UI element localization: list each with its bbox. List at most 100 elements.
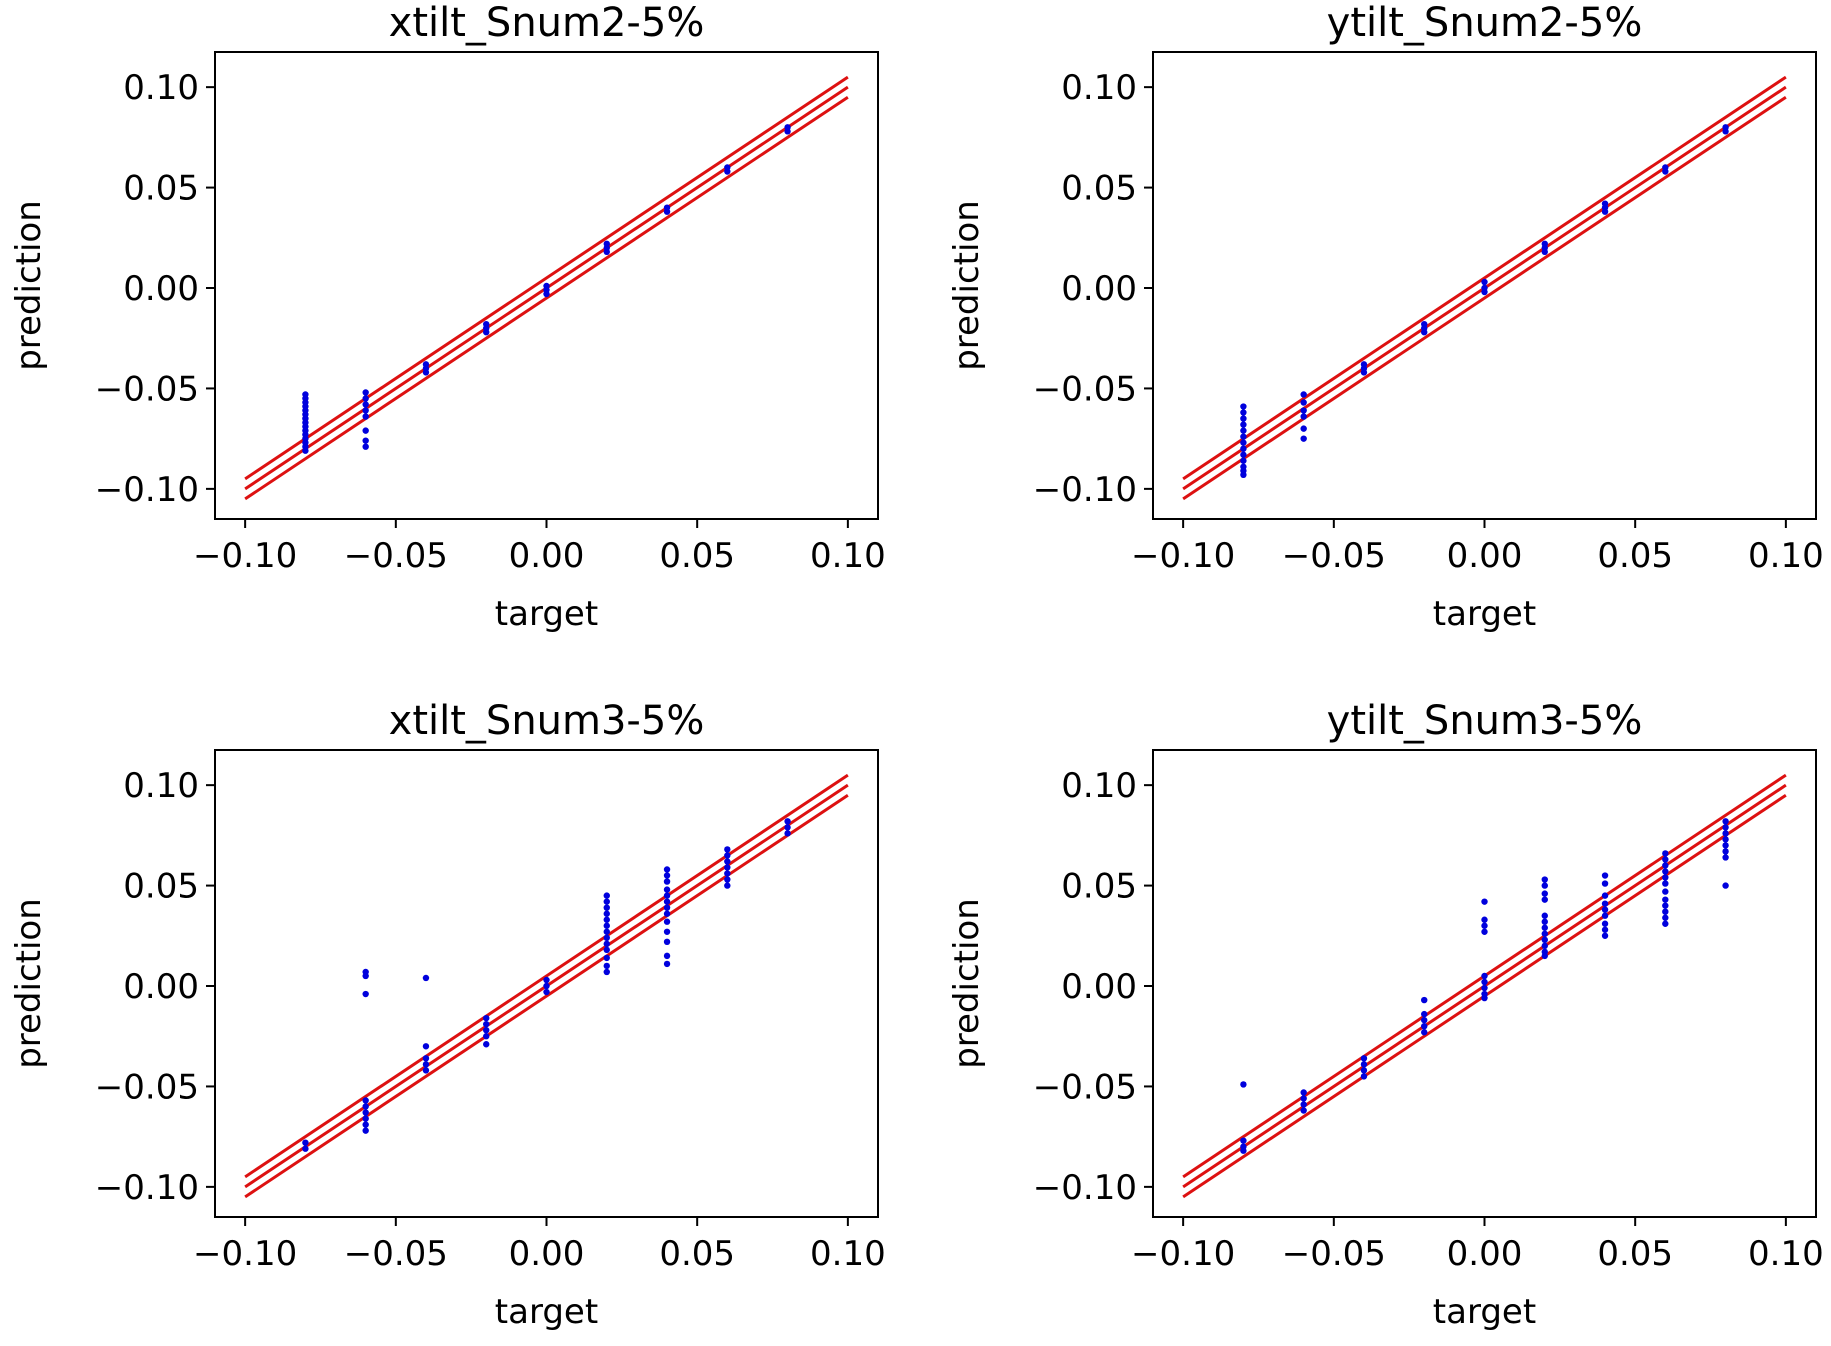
- data-point: [1662, 914, 1669, 921]
- x-tick-label: −0.05: [1282, 1234, 1386, 1274]
- data-point: [663, 892, 671, 899]
- data-point: [663, 928, 671, 935]
- data-point: [1240, 403, 1247, 410]
- data-point: [663, 910, 671, 917]
- data-point: [362, 407, 369, 414]
- data-point: [1240, 1081, 1247, 1088]
- data-point: [1722, 848, 1729, 855]
- data-point: [1300, 413, 1307, 420]
- y-tick-label: 0.00: [123, 269, 199, 309]
- scatter-points: [302, 818, 791, 1152]
- data-point: [1722, 854, 1729, 861]
- data-point: [1360, 369, 1368, 376]
- data-point: [1601, 900, 1609, 907]
- data-point: [1722, 842, 1729, 849]
- data-point: [603, 968, 610, 976]
- data-point: [1300, 1095, 1307, 1102]
- data-point: [362, 395, 369, 402]
- data-point: [1662, 888, 1669, 895]
- data-point: [663, 904, 671, 911]
- data-point: [422, 974, 430, 982]
- x-axis-label: target: [1433, 1292, 1536, 1332]
- data-point: [1421, 996, 1428, 1004]
- data-point: [1601, 912, 1609, 919]
- data-point: [1722, 882, 1729, 889]
- data-point: [1722, 836, 1729, 843]
- data-point: [1722, 818, 1729, 825]
- x-tick-label: 0.05: [659, 1234, 735, 1274]
- data-point: [1300, 1101, 1307, 1108]
- data-point: [1240, 427, 1247, 434]
- x-tick-label: 0.10: [810, 1234, 886, 1274]
- data-point: [362, 437, 369, 444]
- x-tick-label: −0.05: [1282, 536, 1386, 576]
- data-point: [1481, 916, 1488, 923]
- data-point: [1601, 920, 1609, 927]
- data-point: [603, 904, 610, 911]
- data-point: [362, 443, 369, 450]
- data-point: [362, 1109, 369, 1116]
- data-point: [1662, 880, 1669, 887]
- data-point: [784, 124, 791, 131]
- x-tick-label: 0.00: [1447, 1234, 1523, 1274]
- data-point: [1240, 471, 1247, 479]
- scatter-points: [302, 124, 791, 454]
- y-tick-label: 0.05: [1061, 169, 1137, 209]
- data-point: [663, 898, 671, 905]
- data-point: [362, 990, 369, 998]
- data-point: [1601, 872, 1609, 879]
- data-point: [1300, 435, 1307, 442]
- data-point: [362, 401, 369, 408]
- data-point: [603, 962, 610, 970]
- data-point: [663, 872, 671, 879]
- data-point: [543, 290, 550, 298]
- data-point: [422, 1043, 430, 1050]
- data-point: [1300, 399, 1307, 406]
- data-point: [1300, 1107, 1307, 1114]
- data-point: [1240, 415, 1247, 422]
- data-point: [603, 892, 610, 899]
- data-point: [483, 1027, 490, 1034]
- x-tick-label: 0.10: [1748, 536, 1824, 576]
- scatter-points: [1240, 818, 1729, 1154]
- y-tick-label: 0.10: [123, 766, 199, 806]
- y-tick-label: 0.00: [123, 967, 199, 1007]
- data-point: [603, 934, 610, 942]
- data-point: [1360, 1055, 1368, 1062]
- y-tick-label: 0.10: [123, 68, 199, 108]
- data-point: [663, 204, 671, 211]
- data-point: [362, 413, 369, 420]
- subplot-1: −0.10 −0.05 0.00 0.05 0.10 −0.10 −0.05 0.00 0.05…: [9, 0, 886, 634]
- data-point: [603, 916, 610, 923]
- data-point: [663, 918, 671, 925]
- data-point: [663, 960, 671, 968]
- data-point: [603, 954, 610, 962]
- data-point: [1360, 1073, 1368, 1080]
- data-point: [1541, 882, 1548, 889]
- reference-line-lower: [244, 793, 849, 1199]
- y-tick-label: −0.10: [1033, 1168, 1137, 1208]
- data-point: [1240, 457, 1247, 464]
- reference-line-lower: [1182, 95, 1787, 501]
- y-tick-label: 0.10: [1061, 68, 1137, 108]
- data-point: [1541, 952, 1548, 960]
- data-point: [1481, 928, 1488, 935]
- data-point: [483, 1020, 490, 1028]
- y-axis-label: prediction: [9, 200, 49, 371]
- x-tick-label: 0.10: [810, 536, 886, 576]
- data-point: [1240, 1147, 1247, 1154]
- data-point: [422, 369, 430, 376]
- data-point: [422, 1067, 430, 1074]
- subplot-2: −0.10 −0.05 0.00 0.05 0.10 −0.10 −0.05 0.00 0.05…: [947, 0, 1824, 634]
- data-point: [1481, 994, 1488, 1002]
- data-point: [422, 1061, 430, 1068]
- data-point: [1541, 240, 1548, 248]
- data-point: [1360, 1061, 1368, 1068]
- data-point: [1541, 912, 1548, 919]
- data-point: [1421, 329, 1428, 336]
- data-point: [1541, 890, 1548, 897]
- data-point: [483, 1041, 490, 1048]
- data-point: [1662, 908, 1669, 915]
- data-point: [1481, 922, 1488, 929]
